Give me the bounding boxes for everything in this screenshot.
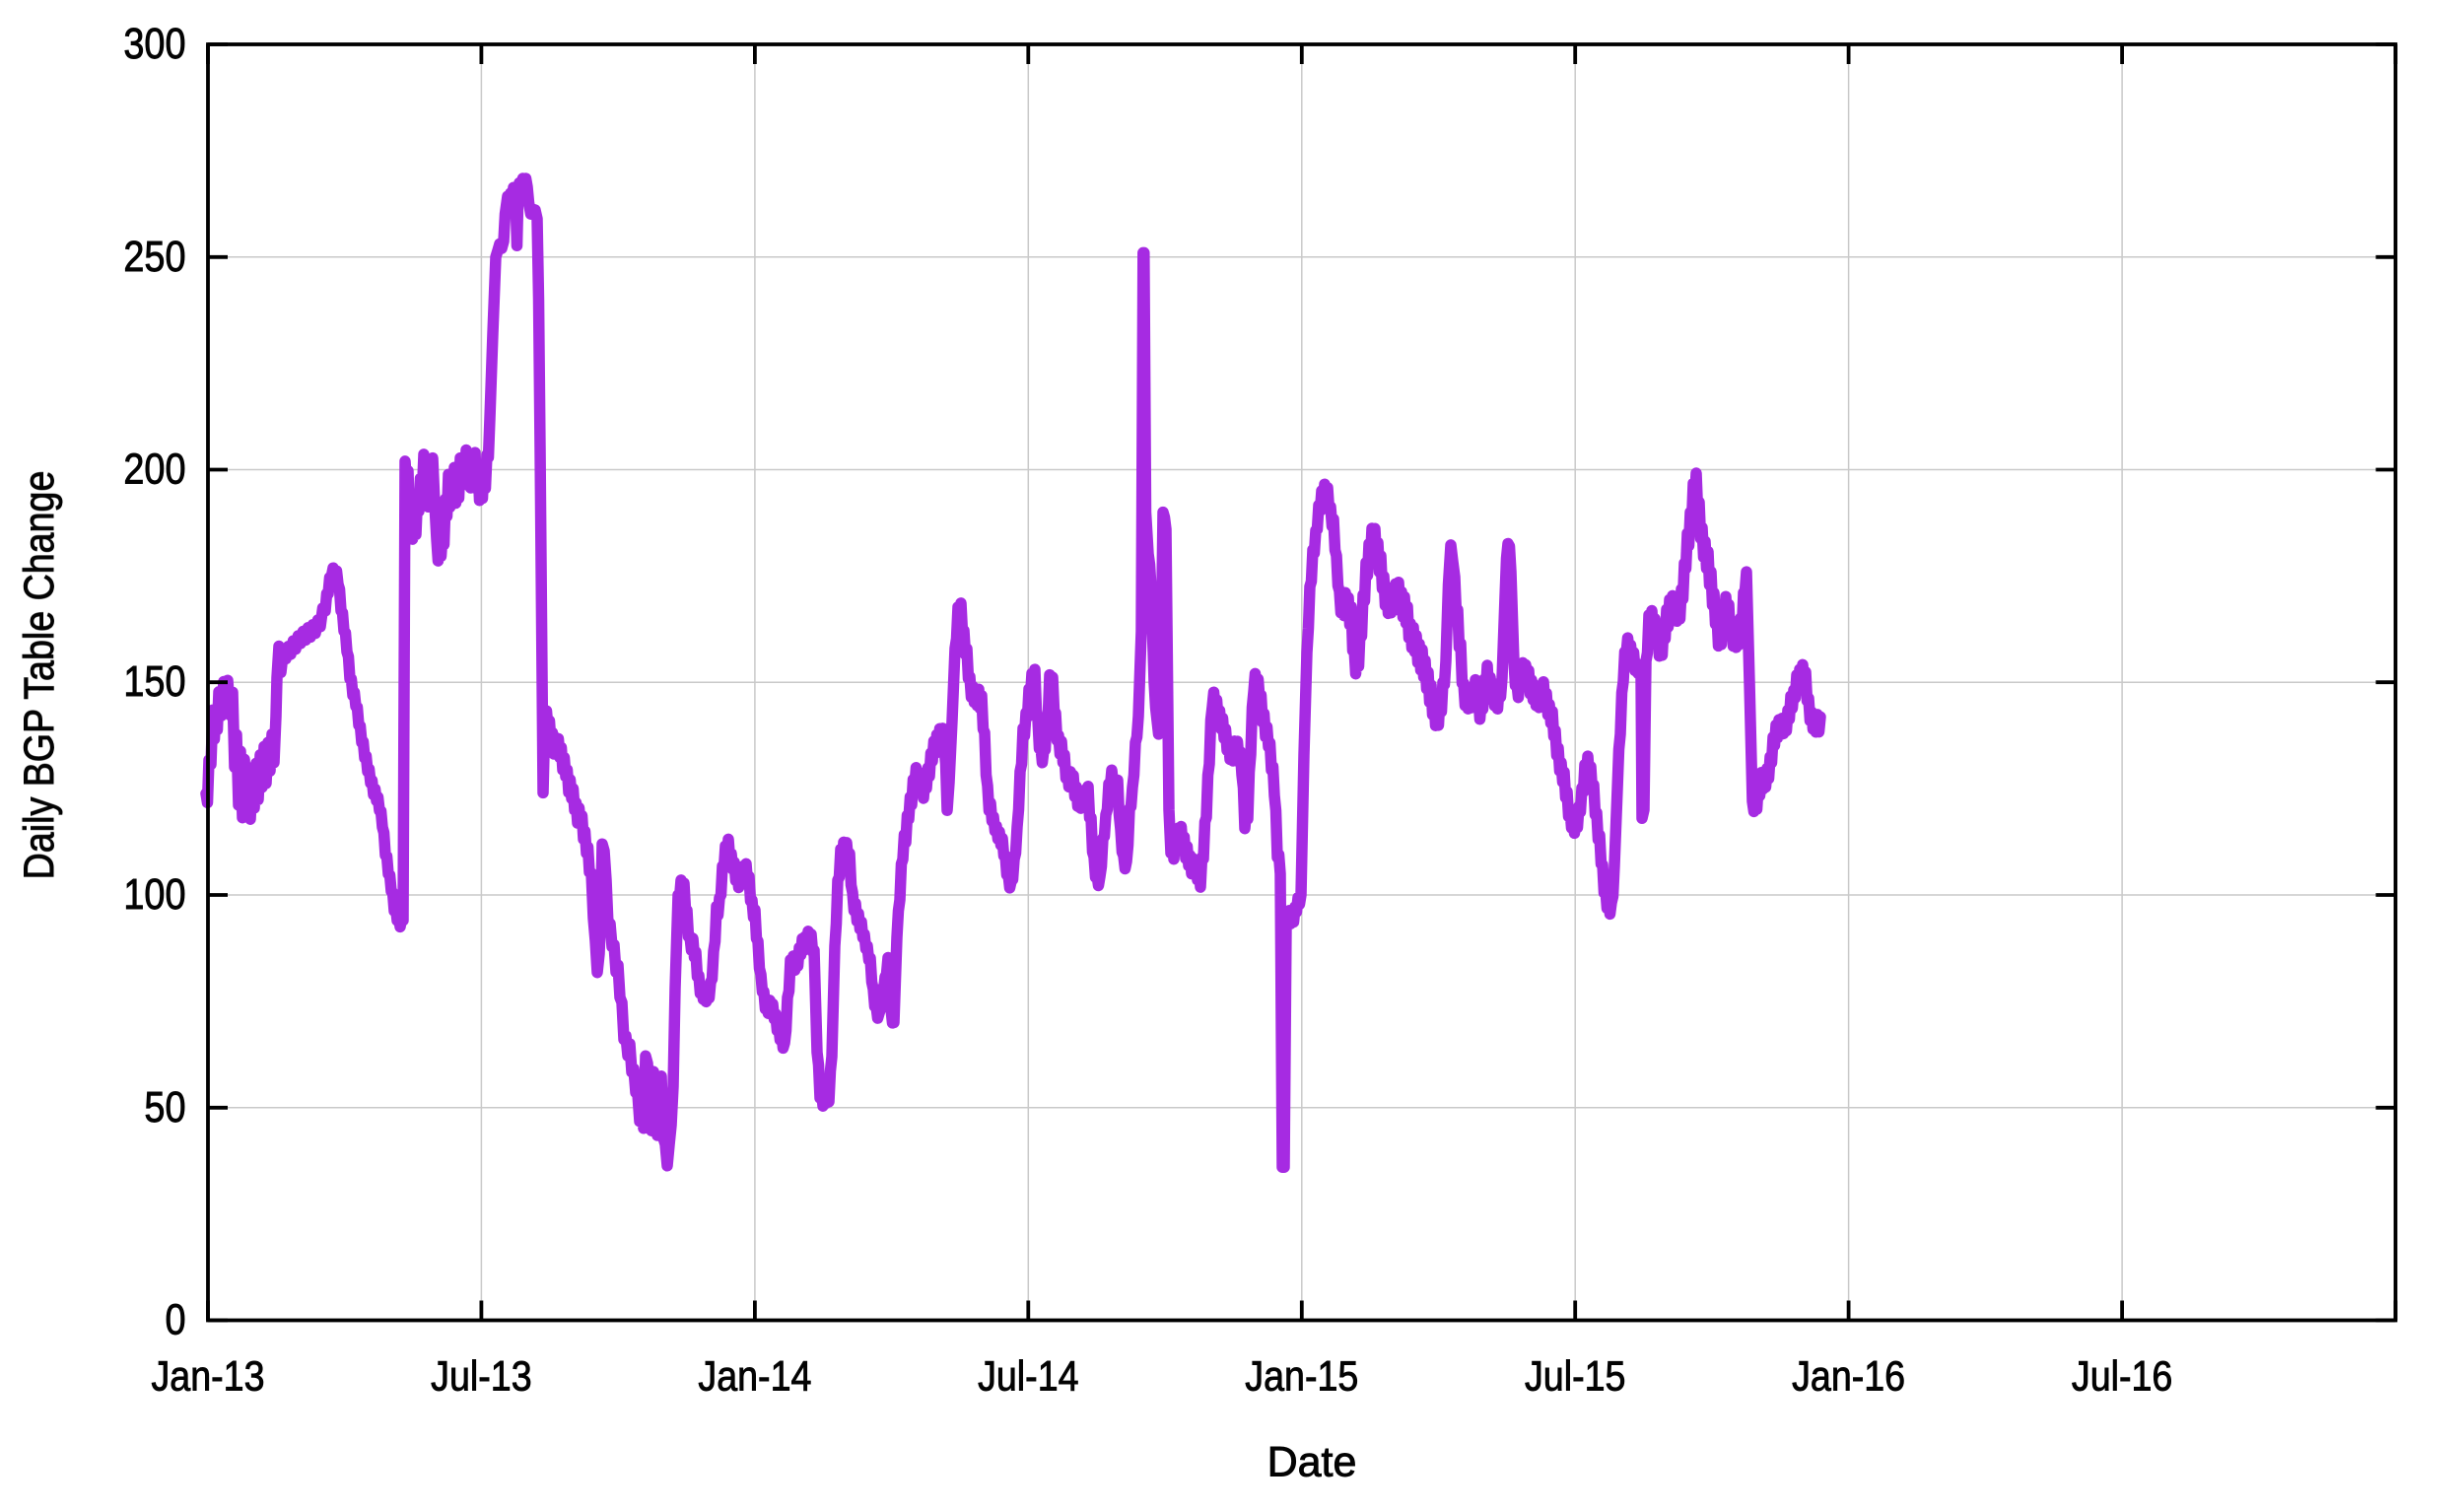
svg-text:Jul-16: Jul-16 <box>2072 1351 2172 1400</box>
svg-text:Jan-13: Jan-13 <box>151 1351 264 1400</box>
svg-text:200: 200 <box>123 445 185 493</box>
svg-text:Daily BGP Table Change: Daily BGP Table Change <box>15 471 63 880</box>
svg-text:Jan-14: Jan-14 <box>698 1351 811 1400</box>
svg-text:Date: Date <box>1267 1439 1357 1486</box>
svg-text:150: 150 <box>123 657 185 706</box>
svg-text:Jul-15: Jul-15 <box>1525 1351 1625 1400</box>
svg-text:0: 0 <box>165 1295 185 1343</box>
svg-text:Jan-15: Jan-15 <box>1245 1351 1358 1400</box>
svg-text:Jan-16: Jan-16 <box>1792 1351 1905 1400</box>
svg-text:Jul-14: Jul-14 <box>978 1351 1078 1400</box>
svg-text:250: 250 <box>123 232 185 280</box>
svg-text:300: 300 <box>123 19 185 67</box>
svg-text:100: 100 <box>123 869 185 918</box>
svg-text:Jul-13: Jul-13 <box>431 1351 531 1400</box>
svg-text:50: 50 <box>144 1082 185 1131</box>
